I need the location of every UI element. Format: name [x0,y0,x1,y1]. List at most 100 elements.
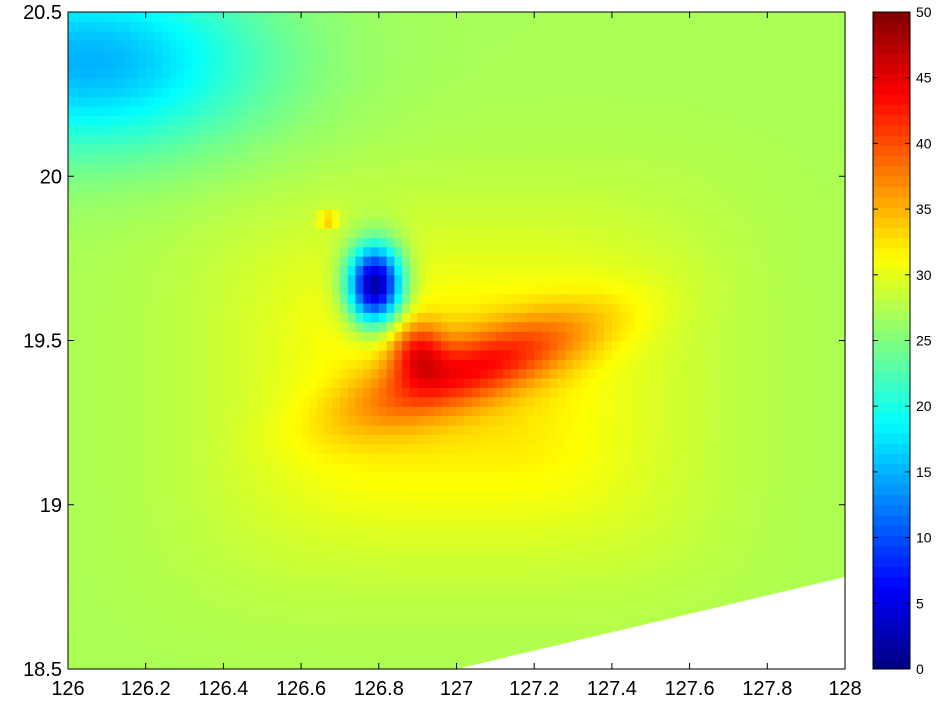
heatmap-cell [277,424,287,435]
heatmap-cell [176,387,186,398]
heatmap-cell [223,387,232,398]
heatmap-cell [456,246,465,257]
heatmap-cell [215,546,224,557]
heatmap-cell [308,218,318,229]
heatmap-cell [332,453,341,464]
heatmap-cell [316,256,326,267]
heatmap-cell [440,500,450,511]
heatmap-cell [557,518,566,529]
heatmap-cell [363,331,372,342]
heatmap-cell [324,622,333,633]
heatmap-cell [176,265,186,276]
heatmap-cell [122,556,131,567]
heatmap-cell [378,321,388,332]
heatmap-cell [456,256,465,267]
heatmap-cell [472,631,481,642]
heatmap-cell [238,443,248,454]
heatmap-cell [409,387,419,398]
heatmap-cell [285,471,294,482]
heatmap-cell [650,509,660,520]
heatmap-cell [456,575,465,586]
heatmap-cell [192,584,201,595]
heatmap-cell [324,209,333,220]
heatmap-cell [130,227,139,238]
heatmap-cell [495,331,504,342]
heatmap-cell [68,227,77,238]
heatmap-cell [200,453,209,464]
heatmap-cell [200,471,209,482]
heatmap-cell [270,321,279,332]
heatmap-cell [223,462,232,473]
heatmap-cell [270,359,279,370]
heatmap-cell [308,528,318,539]
heatmap-cell [192,274,201,285]
heatmap-cell [277,640,287,651]
heatmap-cell [448,237,458,248]
heatmap-cell [821,509,831,520]
heatmap-cell [153,293,162,304]
heatmap-cell [495,199,504,210]
heatmap-cell [635,256,644,267]
heatmap-cell [153,518,162,529]
heatmap-cell [464,312,473,323]
heatmap-cell [658,434,667,445]
heatmap-cell [712,443,722,454]
heatmap-cell [666,565,675,576]
heatmap-cell [541,518,551,529]
heatmap-cell [588,331,597,342]
heatmap-cell [425,340,434,351]
heatmap-cell [728,396,737,407]
heatmap-cell [371,453,380,464]
heatmap-cell [642,378,652,389]
heatmap-cell [262,453,271,464]
heatmap-cell [728,593,737,604]
heatmap-cell [806,575,815,586]
heatmap-cell [580,359,590,370]
heatmap-cell [697,256,706,267]
heatmap-cell [736,565,745,576]
heatmap-cell [604,218,613,229]
heatmap-cell [557,481,566,492]
heatmap-cell [106,274,116,285]
heatmap-cell [371,293,380,304]
heatmap-cell [409,603,419,614]
heatmap-cell [270,462,279,473]
heatmap-cell [99,443,108,454]
heatmap-cell [751,293,761,304]
heatmap-cell [99,246,108,257]
heatmap-cell [448,312,458,323]
heatmap-cell [355,284,364,295]
heatmap-cell [697,424,706,435]
heatmap-cell [697,396,706,407]
heatmap-cell [464,650,473,661]
heatmap-cell [518,406,528,417]
heatmap-cell [301,565,310,576]
heatmap-cell [285,500,294,511]
heatmap-cell [378,378,388,389]
heatmap-cell [642,293,652,304]
heatmap-cell [549,509,559,520]
heatmap-cell [580,274,590,285]
heatmap-cell [106,312,116,323]
heatmap-cell [658,509,667,520]
heatmap-cell [394,528,403,539]
heatmap-cell [619,312,629,323]
heatmap-cell [207,265,217,276]
heatmap-cell [580,612,590,623]
heatmap-cell [386,387,395,398]
heatmap-cell [262,265,271,276]
heatmap-cell [666,593,675,604]
heatmap-cell [712,378,722,389]
heatmap-cell [627,481,636,492]
heatmap-cell [215,199,224,210]
heatmap-cell [277,518,287,529]
heatmap-cell [371,199,380,210]
heatmap-cell [402,218,411,229]
heatmap-cell [91,650,100,661]
heatmap-cell [813,500,823,511]
heatmap-cell [627,443,636,454]
heatmap-cell [440,443,450,454]
heatmap-cell [689,528,698,539]
heatmap-cell [464,462,473,473]
heatmap-cell [347,584,357,595]
